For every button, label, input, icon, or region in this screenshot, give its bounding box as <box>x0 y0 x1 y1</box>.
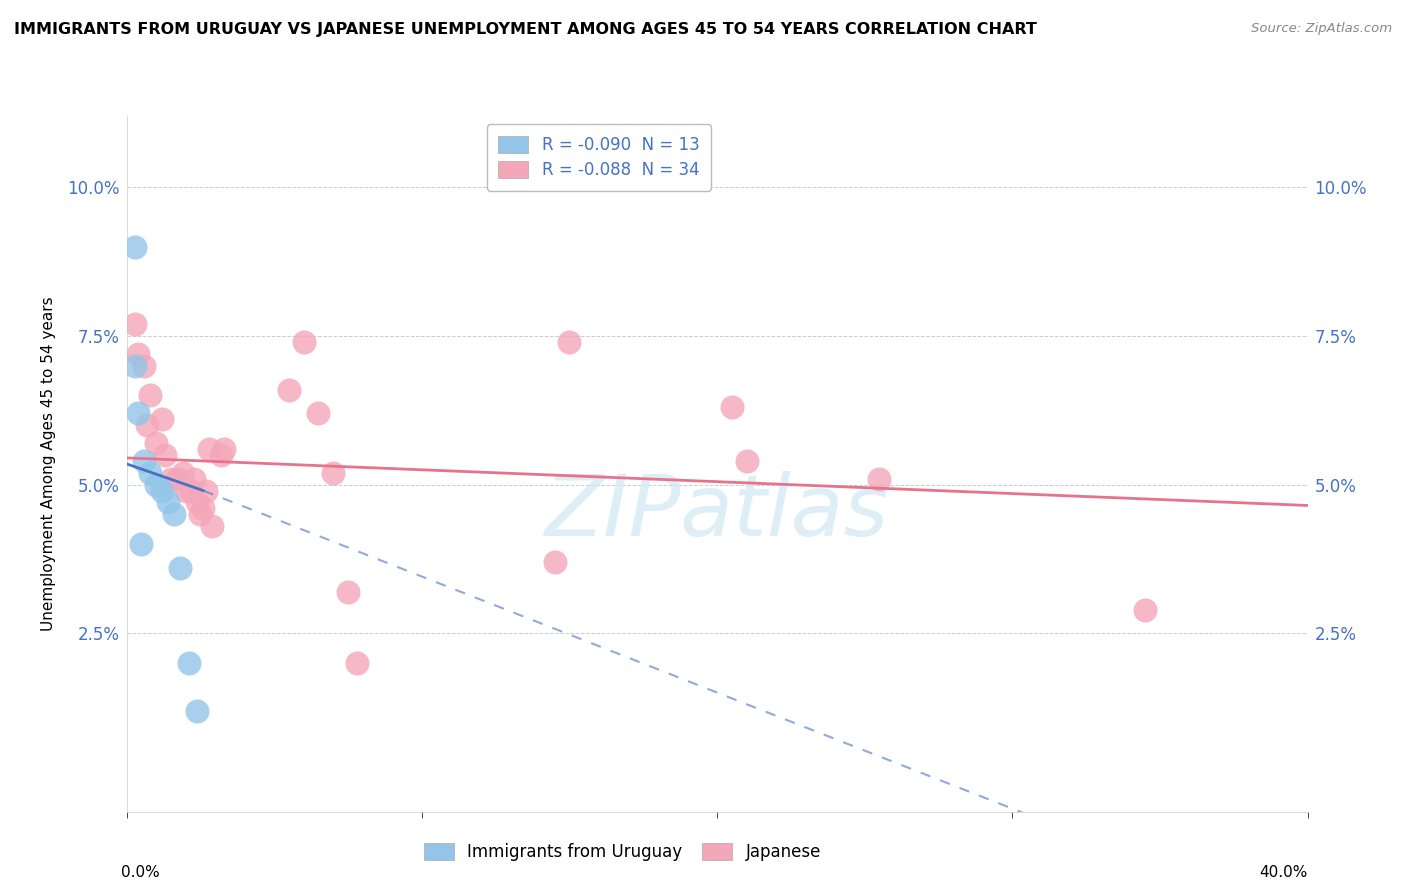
Point <box>278 383 301 397</box>
Point <box>201 519 224 533</box>
Point <box>169 561 191 575</box>
Point <box>156 495 179 509</box>
Point <box>198 442 221 456</box>
Point <box>127 347 149 361</box>
Point <box>124 359 146 373</box>
Text: Source: ZipAtlas.com: Source: ZipAtlas.com <box>1251 22 1392 36</box>
Point <box>180 483 202 498</box>
Text: IMMIGRANTS FROM URUGUAY VS JAPANESE UNEMPLOYMENT AMONG AGES 45 TO 54 YEARS CORRE: IMMIGRANTS FROM URUGUAY VS JAPANESE UNEM… <box>14 22 1038 37</box>
Y-axis label: Unemployment Among Ages 45 to 54 years: Unemployment Among Ages 45 to 54 years <box>41 296 56 632</box>
Point <box>322 466 344 480</box>
Point <box>153 448 176 462</box>
Point <box>195 483 218 498</box>
Point <box>307 406 329 420</box>
Point <box>543 555 565 569</box>
Point <box>145 436 167 450</box>
Point <box>346 656 368 670</box>
Point <box>166 472 188 486</box>
Point <box>186 495 208 509</box>
Point <box>212 442 235 456</box>
Point <box>209 448 232 462</box>
Text: ZIPatlas: ZIPatlas <box>546 471 889 554</box>
Point <box>127 406 149 420</box>
Point <box>124 317 146 331</box>
Point <box>159 472 183 486</box>
Point <box>869 472 891 486</box>
Point <box>193 501 215 516</box>
Point <box>337 584 360 599</box>
Point <box>735 454 758 468</box>
Point <box>174 483 197 498</box>
Point <box>172 466 194 480</box>
Point <box>145 477 167 491</box>
Point <box>129 537 153 551</box>
Legend: Immigrants from Uruguay, Japanese: Immigrants from Uruguay, Japanese <box>412 831 832 873</box>
Point <box>139 466 162 480</box>
Point <box>186 704 208 718</box>
Point <box>183 472 205 486</box>
Point <box>134 454 156 468</box>
Point <box>292 334 315 349</box>
Text: 0.0%: 0.0% <box>121 865 159 880</box>
Point <box>558 334 581 349</box>
Point <box>188 508 211 522</box>
Point <box>139 388 162 402</box>
Point <box>134 359 156 373</box>
Point <box>163 508 186 522</box>
Point <box>1133 602 1156 616</box>
Point <box>124 240 146 254</box>
Point <box>177 656 200 670</box>
Point <box>150 483 173 498</box>
Point <box>720 401 742 415</box>
Point <box>136 418 159 433</box>
Text: 40.0%: 40.0% <box>1260 865 1308 880</box>
Point <box>150 412 173 426</box>
